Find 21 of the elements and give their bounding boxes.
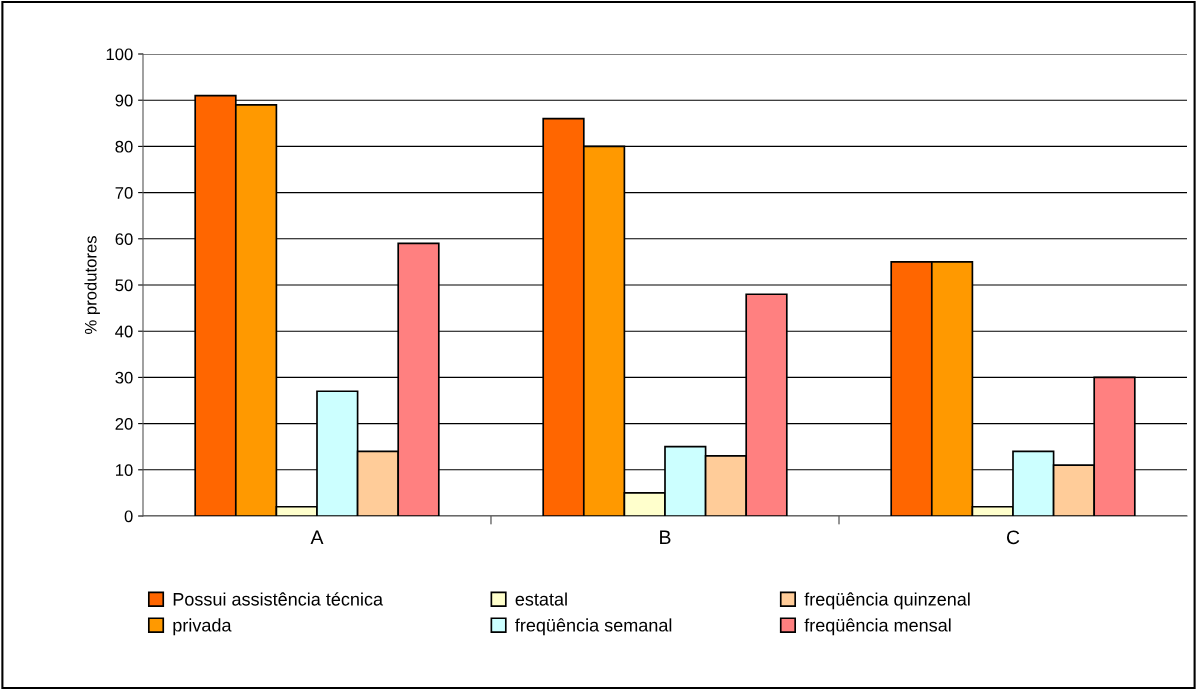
x-tick-label: A bbox=[310, 530, 324, 544]
y-tick-label: 10 bbox=[116, 464, 133, 476]
y-tick-label: 30 bbox=[115, 371, 133, 384]
y-tick-label: 50 bbox=[115, 279, 133, 292]
y-tick-label: 20 bbox=[115, 418, 133, 430]
y-tick-label: 80 bbox=[115, 140, 133, 153]
legend-label: freqüência quinzenal bbox=[804, 592, 970, 610]
y-tick-label: 0 bbox=[124, 510, 133, 523]
y-tick-label: 100 bbox=[106, 48, 133, 61]
y-axis-title: % produtores bbox=[84, 236, 100, 334]
x-tick-label: B bbox=[660, 530, 671, 544]
legend-label: Possui assistência técnica bbox=[173, 592, 384, 606]
y-tick-label: 70 bbox=[115, 187, 133, 199]
legend-label: freqüência mensal bbox=[804, 618, 951, 636]
x-tick-label: C bbox=[1006, 530, 1020, 545]
y-tick-label: 60 bbox=[115, 233, 133, 245]
y-tick-label: 40 bbox=[115, 325, 133, 338]
y-tick-label: 90 bbox=[115, 94, 133, 107]
legend-label: estatal bbox=[515, 592, 567, 606]
legend-label: privada bbox=[173, 618, 232, 636]
legend-label: freqüência semanal bbox=[515, 618, 672, 636]
